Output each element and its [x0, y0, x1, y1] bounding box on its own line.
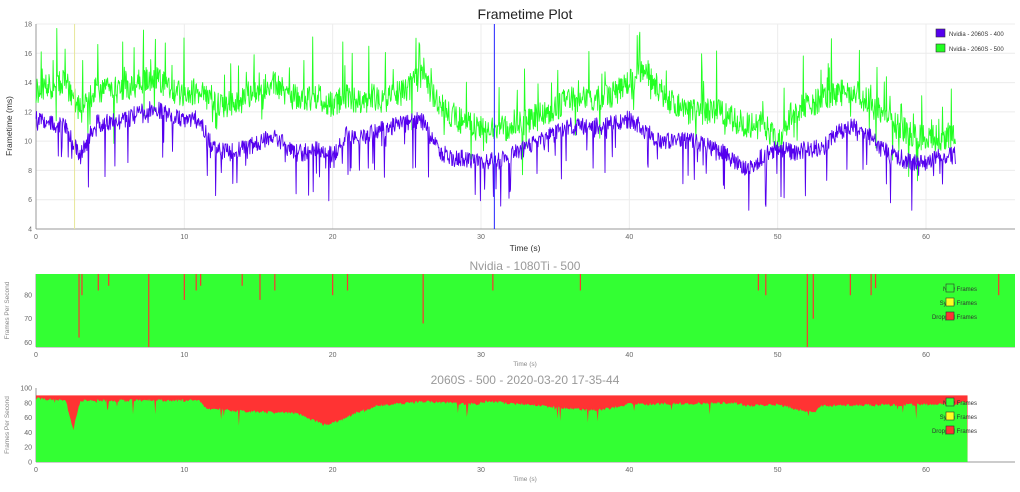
frametime-legend: Nvidia - 2060S - 400 Nvidia - 2060S - 500: [935, 28, 1004, 53]
gpu-2060s-y-axis-label: Frames Per Second: [4, 396, 11, 454]
gpu-2060s-x-tick-label: 50: [774, 467, 782, 474]
gpu-2060s-x-tick-label: 60: [922, 467, 930, 474]
gpu-2060s-x-axis-label: Time (s): [513, 476, 537, 483]
legend-swatch: [945, 297, 955, 307]
gpu-1080ti-x-axis-label: Time (s): [513, 361, 537, 368]
legend-entry-label: Nvidia - 2060S - 400: [949, 32, 1004, 38]
gpu-2060s-x-tick-label: 10: [180, 467, 188, 474]
frametime-x-tick-label: 10: [180, 234, 188, 241]
gpu-1080ti-new-frames-area: [36, 274, 1015, 347]
gpu-2060s-y-tick-label: 80: [24, 400, 32, 407]
gpu-2060s-new-frames-area: [36, 397, 968, 462]
gpu-2060s-y-tick-label: 0: [28, 460, 32, 467]
frametime-chart-title: Frametime Plot: [478, 6, 573, 22]
gpu-2060s-y-tick-label: 40: [24, 430, 32, 437]
gpu-1080ti-y-tick-label: 60: [24, 340, 32, 347]
legend-swatch: [945, 311, 955, 321]
frametime-y-tick-label: 4: [28, 227, 32, 234]
gpu-2060s-y-tick-label: 20: [24, 445, 32, 452]
frametime-x-tick-label: 60: [922, 234, 930, 241]
legend-entry-label: Synth Frames: [940, 415, 977, 421]
frametime-x-tick-label: 30: [477, 234, 485, 241]
gpu-1080ti-x-tick-label: 10: [180, 352, 188, 359]
legend-entry-label: New Frames: [943, 287, 977, 293]
gpu-2060s-y-tick-label: 60: [24, 415, 32, 422]
frametime-x-tick-label: 0: [34, 234, 38, 241]
frametime-y-tick-label: 12: [24, 109, 32, 116]
legend-entry-label: New Frames: [943, 401, 977, 407]
gpu-1080ti-x-tick-label: 60: [922, 352, 930, 359]
frametime-x-tick-label: 20: [329, 234, 337, 241]
frametime-series-line-purple: [35, 101, 956, 211]
legend-swatch: [945, 283, 955, 293]
legend-swatch: [945, 397, 955, 407]
frametime-x-axis-label: Time (s): [510, 243, 541, 253]
frametime-series-line-green: [35, 27, 956, 182]
gpu-1080ti-y-tick-label: 70: [24, 316, 32, 323]
legend-swatch: [945, 425, 955, 435]
frametime-y-tick-label: 16: [24, 51, 32, 58]
frametime-y-tick-label: 18: [24, 22, 32, 29]
gpu-1080ti-x-tick-label: 20: [329, 352, 337, 359]
gpu-1080ti-y-axis-label: Frames Per Second: [4, 281, 11, 339]
frametime-y-tick-label: 8: [28, 168, 32, 175]
gpu-1080ti-x-tick-label: 30: [477, 352, 485, 359]
frametime-y-tick-label: 6: [28, 197, 32, 204]
gpu-1080ti-x-tick-label: 40: [625, 352, 633, 359]
gpu-2060s-x-tick-label: 30: [477, 467, 485, 474]
legend-entry-label: Synth Frames: [940, 301, 977, 307]
legend-swatch: [935, 43, 946, 53]
frametime-x-tick-label: 50: [774, 234, 782, 241]
frametime-y-tick-label: 10: [24, 139, 32, 146]
gpu-1080ti-legend: New Frames Synth Frames Dropped Frames: [932, 283, 977, 321]
gpu-1080ti-x-tick-label: 50: [774, 352, 782, 359]
legend-entry-label: Dropped Frames: [932, 315, 977, 321]
gpu-2060s-x-tick-label: 40: [625, 467, 633, 474]
legend-swatch: [935, 28, 946, 38]
frametime-y-axis-label: Frametime (ms): [4, 96, 14, 156]
legend-entry-label: Dropped Frames: [932, 429, 977, 435]
gpu-1080ti-y-tick-label: 80: [24, 293, 32, 300]
gpu-1080ti-chart-title: Nvidia - 1080Ti - 500: [470, 259, 581, 273]
frametime-axes: 4 6 8 10 12 14 16 18 0 10 20 30 40 50 60: [24, 22, 1015, 241]
gpu-2060s-legend: New Frames Synth Frames Dropped Frames: [932, 397, 977, 435]
frametime-x-tick-label: 40: [625, 234, 633, 241]
gpu-2060s-x-tick-label: 0: [34, 467, 38, 474]
frametime-y-tick-label: 14: [24, 80, 32, 87]
legend-entry-label: Nvidia - 2060S - 500: [949, 47, 1004, 53]
gpu-1080ti-x-tick-label: 0: [34, 352, 38, 359]
gpu-2060s-chart-title: 2060S - 500 - 2020-03-20 17-35-44: [431, 373, 620, 387]
legend-swatch: [945, 411, 955, 421]
gpu-2060s-y-tick-label: 100: [20, 386, 32, 393]
gpu-2060s-x-tick-label: 20: [329, 467, 337, 474]
